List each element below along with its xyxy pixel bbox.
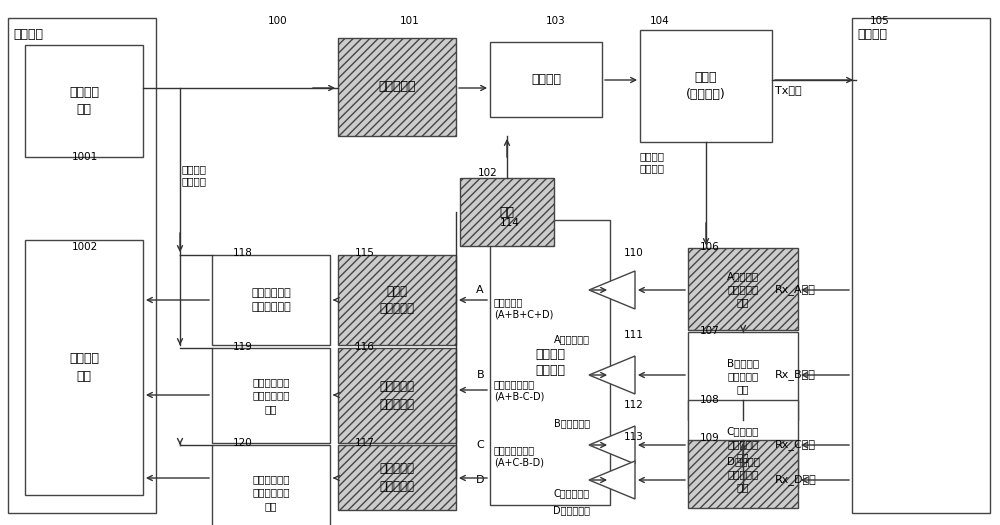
Text: 数字发射
参考信号: 数字发射 参考信号 — [182, 164, 207, 186]
Text: 和差通道
合成网络: 和差通道 合成网络 — [535, 348, 565, 377]
Bar — [212, 348, 330, 443]
Bar — [338, 38, 456, 136]
Text: 109: 109 — [700, 433, 720, 443]
Text: 方位差通道第
二级干扰抑制
模块: 方位差通道第 二级干扰抑制 模块 — [252, 474, 290, 511]
Text: 110: 110 — [624, 248, 644, 258]
Bar — [338, 255, 456, 345]
Text: D: D — [476, 475, 484, 485]
Text: A通道第一
级干扰抑制
模块: A通道第一 级干扰抑制 模块 — [727, 271, 759, 307]
Text: 105: 105 — [870, 16, 890, 26]
Text: B: B — [476, 370, 484, 380]
Text: 116: 116 — [355, 342, 375, 352]
Text: 和通道第二级
干扰抑制模块: 和通道第二级 干扰抑制模块 — [251, 288, 291, 312]
Text: 方位差信号端口
(A+C-B-D): 方位差信号端口 (A+C-B-D) — [494, 445, 544, 467]
Text: 101: 101 — [400, 16, 420, 26]
Text: 102: 102 — [478, 168, 498, 178]
Text: 功放模块: 功放模块 — [531, 73, 561, 86]
Text: 俯仰差信号端口
(A+B-C-D): 俯仰差信号端口 (A+B-C-D) — [494, 379, 544, 401]
Text: 1002: 1002 — [72, 242, 98, 252]
Text: 方位差通道
下变频模块: 方位差通道 下变频模块 — [380, 463, 415, 492]
Text: Rx_D端口: Rx_D端口 — [775, 475, 817, 486]
Bar — [338, 348, 456, 443]
Bar — [338, 445, 456, 510]
Text: Tx端口: Tx端口 — [775, 85, 802, 95]
Text: 118: 118 — [233, 248, 253, 258]
Text: C: C — [476, 440, 484, 450]
Text: D通道低噪放: D通道低噪放 — [554, 505, 590, 515]
Bar — [212, 445, 330, 525]
Polygon shape — [589, 356, 635, 394]
Text: B通道第一
级干扰抑制
模块: B通道第一 级干扰抑制 模块 — [727, 358, 759, 394]
Text: 和信号端口
(A+B+C+D): 和信号端口 (A+B+C+D) — [494, 297, 553, 319]
Text: 120: 120 — [233, 438, 253, 448]
Text: 射频发射
参考信号: 射频发射 参考信号 — [640, 151, 665, 173]
Bar — [212, 255, 330, 345]
Bar — [640, 30, 772, 142]
Polygon shape — [589, 461, 635, 499]
Text: 100: 100 — [268, 16, 288, 26]
Text: A: A — [476, 285, 484, 295]
Text: 117: 117 — [355, 438, 375, 448]
Bar — [688, 400, 798, 488]
Bar — [688, 332, 798, 420]
Bar — [25, 45, 143, 157]
Bar — [852, 18, 990, 513]
Text: A通道低噪放: A通道低噪放 — [554, 334, 590, 344]
Text: 107: 107 — [700, 326, 720, 336]
Text: 115: 115 — [355, 248, 375, 258]
Text: 耦合器
(耦合端口): 耦合器 (耦合端口) — [686, 71, 726, 101]
Text: B通道低噪放: B通道低噪放 — [554, 418, 590, 428]
Bar — [688, 440, 798, 508]
Text: 114: 114 — [500, 218, 520, 228]
Text: 1001: 1001 — [72, 152, 98, 162]
Text: C通道低噪放: C通道低噪放 — [554, 488, 590, 498]
Text: 本振: 本振 — [500, 205, 514, 218]
Text: 104: 104 — [650, 16, 670, 26]
Text: C通道第一
级干扰抑制
模块: C通道第一 级干扰抑制 模块 — [727, 426, 759, 462]
Text: 103: 103 — [546, 16, 566, 26]
Text: 112: 112 — [624, 400, 644, 410]
Text: 111: 111 — [624, 330, 644, 340]
Text: 天线馈源: 天线馈源 — [857, 28, 887, 41]
Bar — [25, 240, 143, 495]
Text: 上变频模块: 上变频模块 — [378, 80, 416, 93]
Text: 俯仰差通道
下变频模块: 俯仰差通道 下变频模块 — [380, 381, 415, 411]
Text: Rx_A端口: Rx_A端口 — [775, 285, 816, 296]
Polygon shape — [589, 426, 635, 464]
Text: 和通道
下变频模块: 和通道 下变频模块 — [380, 285, 415, 315]
Bar — [460, 178, 554, 246]
Bar — [490, 42, 602, 117]
Text: 测控基带: 测控基带 — [13, 28, 43, 41]
Text: D通道第一
级干扰抑制
模块: D通道第一 级干扰抑制 模块 — [726, 456, 760, 492]
Text: 接收处理
模块: 接收处理 模块 — [69, 352, 99, 383]
Text: 108: 108 — [700, 395, 720, 405]
Text: 119: 119 — [233, 342, 253, 352]
Bar — [688, 248, 798, 330]
Text: 113: 113 — [624, 432, 644, 442]
Bar — [8, 18, 156, 513]
Text: 俯仰差通道第
二级干扰抑制
模块: 俯仰差通道第 二级干扰抑制 模块 — [252, 377, 290, 414]
Text: 发射处理
模块: 发射处理 模块 — [69, 86, 99, 116]
Text: Rx_C端口: Rx_C端口 — [775, 439, 816, 450]
Bar — [490, 220, 610, 505]
Text: Rx_B端口: Rx_B端口 — [775, 370, 816, 381]
Text: 106: 106 — [700, 242, 720, 252]
Polygon shape — [589, 271, 635, 309]
